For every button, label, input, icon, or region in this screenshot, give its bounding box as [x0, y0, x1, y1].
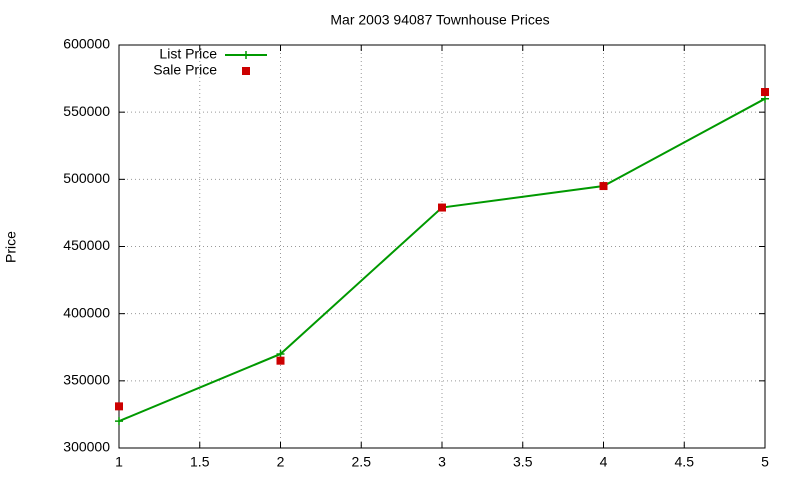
legend-label: List Price: [159, 46, 217, 62]
y-tick-label: 300000: [63, 439, 110, 455]
y-tick-label: 450000: [63, 237, 110, 253]
x-tick-label: 3: [438, 454, 446, 470]
point: [761, 94, 769, 103]
plot-frame: [118, 44, 766, 449]
point: [115, 402, 123, 411]
x-tick-label: 1: [115, 454, 123, 470]
y-axis-label: Price: [3, 231, 19, 263]
x-tick-label: 5: [761, 454, 769, 470]
y-tick-label: 500000: [63, 170, 110, 186]
x-tick-label: 1.5: [190, 454, 210, 470]
point: [761, 88, 769, 97]
y-tick-label: 350000: [63, 372, 110, 388]
point: [276, 356, 285, 365]
y-tick-label: 400000: [63, 304, 110, 320]
x-tick-label: 4.5: [675, 454, 695, 470]
x-tick-label: 2.5: [352, 454, 372, 470]
x-tick-label: 2: [277, 454, 285, 470]
point: [115, 417, 123, 426]
series-line: [118, 97, 766, 423]
x-tick-label: 3.5: [513, 454, 533, 470]
y-tick-label: 550000: [63, 103, 110, 119]
chart-title: Mar 2003 94087 Townhouse Prices: [330, 12, 549, 28]
y-tick-label: 600000: [63, 36, 110, 52]
point: [438, 203, 446, 212]
x-tick-label: 4: [600, 454, 608, 470]
legend-marker: [242, 67, 250, 75]
point: [599, 182, 608, 191]
legend-marker: [242, 51, 250, 59]
point: [276, 349, 285, 358]
legend-label: Sale Price: [153, 62, 217, 78]
